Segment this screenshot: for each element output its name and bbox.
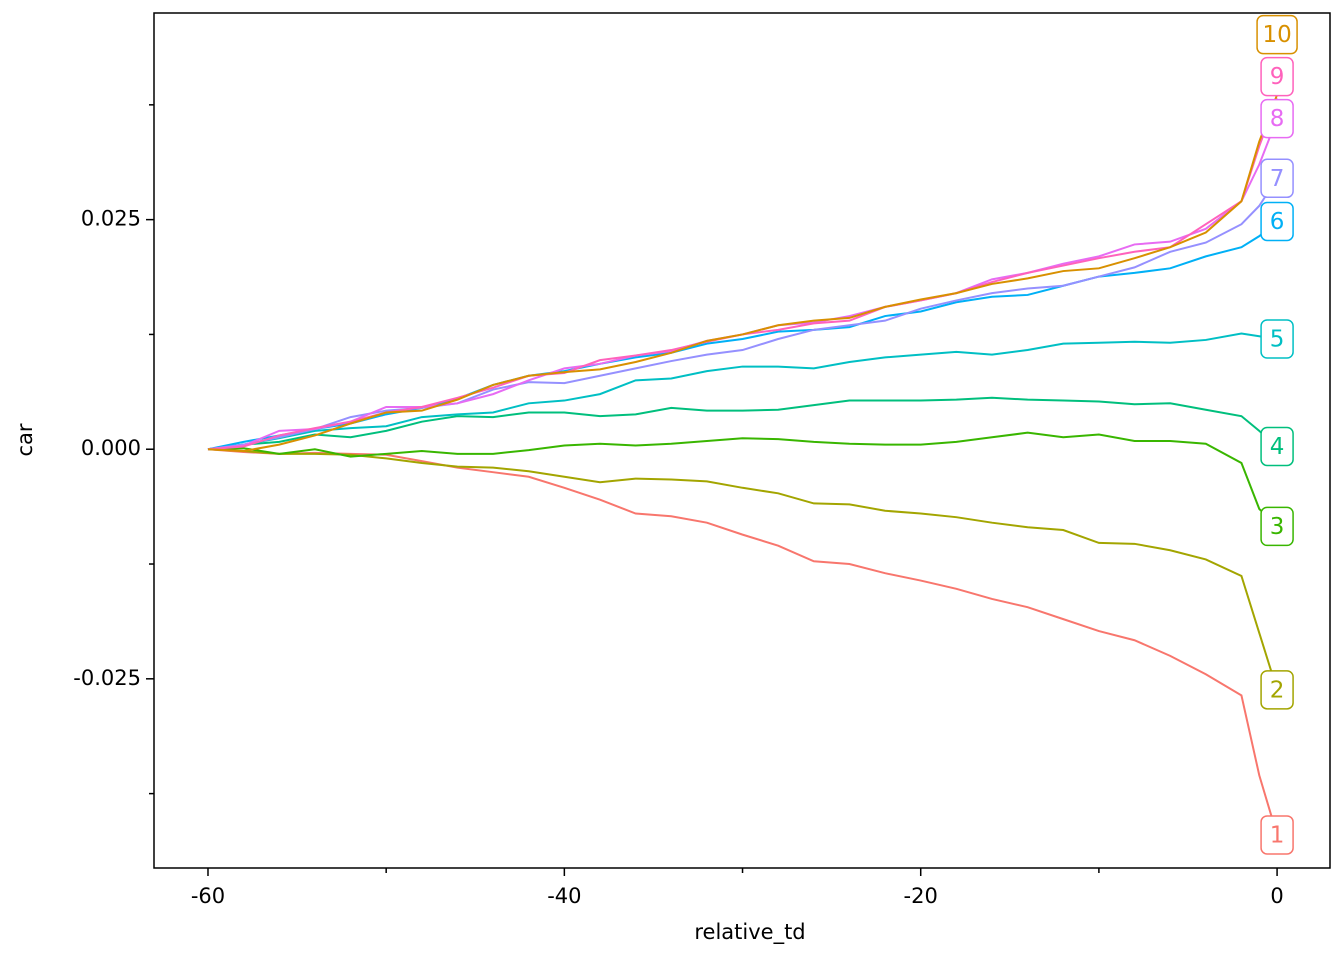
label-box [1260, 158, 1294, 199]
label-box [1256, 14, 1298, 55]
series-label: 10 [1262, 22, 1291, 48]
y-tick-label: -0.025 [73, 666, 141, 690]
y-tick-label: 0.000 [81, 436, 141, 460]
y-tick-label: 0.025 [81, 207, 141, 231]
series-label: 9 [1270, 64, 1285, 90]
label-box [1260, 319, 1294, 359]
series-label: 3 [1270, 514, 1285, 540]
y-axis-title: car [13, 423, 37, 456]
series-label: 6 [1270, 209, 1285, 235]
label-box [1260, 506, 1294, 547]
label-box [1260, 56, 1294, 97]
series-label: 7 [1270, 166, 1285, 192]
series-line [207, 431, 1278, 528]
series-line [207, 94, 1279, 453]
label-box [1260, 670, 1294, 710]
x-axis-title: relative_td [694, 920, 805, 945]
series-label: 8 [1270, 106, 1285, 132]
series-label: 1 [1270, 822, 1285, 848]
series-line [207, 448, 1279, 836]
series-label: 2 [1270, 677, 1285, 703]
series-label: 4 [1270, 434, 1285, 460]
label-box [1260, 98, 1294, 139]
x-tick-label: -40 [547, 884, 581, 908]
series-line [207, 448, 1279, 691]
series-line [207, 332, 1278, 451]
series-line [207, 177, 1278, 451]
series-line [207, 396, 1278, 451]
x-tick-label: 0 [1270, 884, 1283, 908]
label-box [1260, 815, 1294, 855]
x-tick-label: -20 [904, 884, 938, 908]
label-box [1260, 426, 1294, 467]
x-tick-label: -60 [191, 884, 225, 908]
series-label: 5 [1270, 327, 1285, 353]
series-line [207, 220, 1278, 451]
lines [207, 94, 1279, 836]
label-box [1260, 201, 1294, 242]
